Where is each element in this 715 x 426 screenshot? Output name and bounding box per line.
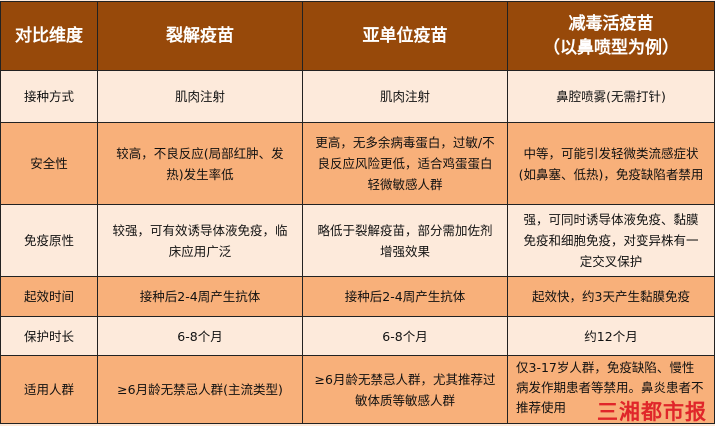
table-cell: 较强，可有效诱导体液免疫，临床应用广泛: [97, 204, 303, 277]
table-cell: 更高，无多余病毒蛋白，过敏/不良反应风险更低，适合鸡蛋蛋白轻微敏感人群: [302, 122, 508, 205]
table-cell: ≥6月龄无禁忌人群，尤其推荐过敏体质等敏感人群: [302, 355, 508, 424]
table-cell: 接种后2-4周产生抗体: [97, 276, 303, 317]
table-cell: 较高，不良反应(局部红肿、发热)发生率低: [97, 122, 303, 205]
table-row: 起效时间 接种后2-4周产生抗体 接种后2-4周产生抗体 起效快，约3天产生黏膜…: [0, 276, 715, 317]
table-row: 安全性 较高，不良反应(局部红肿、发热)发生率低 更高，无多余病毒蛋白，过敏/不…: [0, 122, 715, 205]
header-line-1: 减毒活疫苗: [568, 14, 654, 34]
table-cell: 强，可同时诱导体液免疫、黏膜免疫和细胞免疫，对变异株有一定交叉保护: [507, 204, 715, 277]
table-cell: 接种后2-4周产生抗体: [302, 276, 508, 317]
table-row: 适用人群 ≥6月龄无禁忌人群(主流类型) ≥6月龄无禁忌人群，尤其推荐过敏体质等…: [0, 355, 715, 424]
watermark-logo: 三湘都市报: [597, 400, 707, 424]
row-label: 免疫原性: [0, 204, 98, 277]
row-label: 适用人群: [0, 355, 98, 424]
table-cell: 仅3-17岁人群，免疫缺陷、慢性病发作期患者等禁用。鼻炎患者不推荐使用: [507, 355, 715, 424]
header-dimension: 对比维度: [0, 1, 98, 71]
row-label: 起效时间: [0, 276, 98, 317]
table-cell: 肌肉注射: [302, 70, 508, 123]
header-line-2: （以鼻喷型为例）: [543, 38, 679, 58]
table-row: 接种方式 肌肉注射 肌肉注射 鼻腔喷雾(无需打针): [0, 70, 715, 123]
header-subunit-vaccine: 亚单位疫苗: [302, 1, 508, 71]
table-cell: 鼻腔喷雾(无需打针): [507, 70, 715, 123]
table-cell: 约12个月: [507, 316, 715, 356]
table-row: 免疫原性 较强，可有效诱导体液免疫，临床应用广泛 略低于裂解疫苗，部分需加佐剂增…: [0, 204, 715, 277]
table-cell: 6-8个月: [302, 316, 508, 356]
table-cell: 肌肉注射: [97, 70, 303, 123]
header-split-vaccine: 裂解疫苗: [97, 1, 303, 71]
header-row: 对比维度 裂解疫苗 亚单位疫苗 减毒活疫苗 （以鼻喷型为例）: [0, 1, 715, 71]
table-cell: 中等，可能引发轻微类流感症状(如鼻塞、低热)，免疫缺陷者禁用: [507, 122, 715, 205]
header-live-attenuated-vaccine: 减毒活疫苗 （以鼻喷型为例）: [507, 1, 715, 71]
table-cell: ≥6月龄无禁忌人群(主流类型): [97, 355, 303, 424]
row-label: 安全性: [0, 122, 98, 205]
row-label: 接种方式: [0, 70, 98, 123]
table-cell: 起效快，约3天产生黏膜免疫: [507, 276, 715, 317]
table-cell: 略低于裂解疫苗，部分需加佐剂增强效果: [302, 204, 508, 277]
table-row: 保护时长 6-8个月 6-8个月 约12个月: [0, 316, 715, 356]
table-cell: 6-8个月: [97, 316, 303, 356]
row-label: 保护时长: [0, 316, 98, 356]
